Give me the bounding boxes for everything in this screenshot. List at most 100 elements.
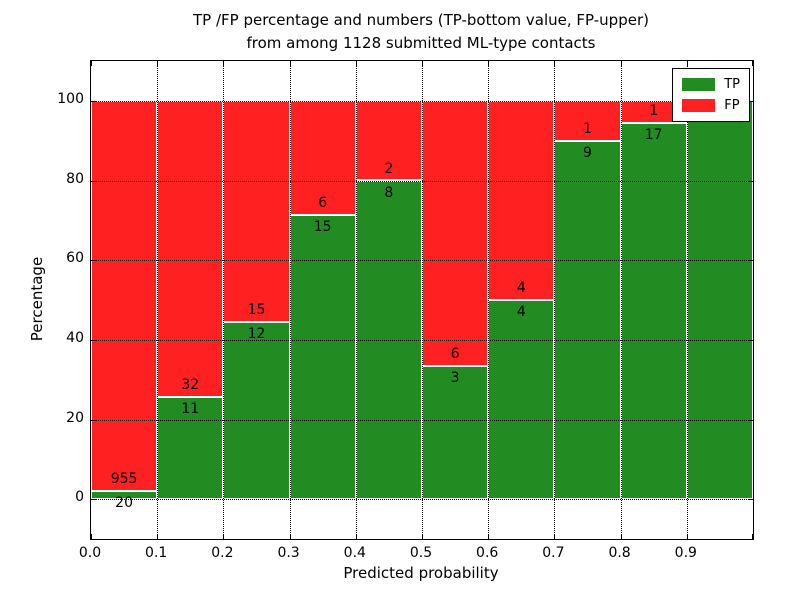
y-gridline: [91, 419, 753, 421]
fp-count-label: 32: [181, 377, 200, 394]
y-tick-label: 20: [66, 409, 84, 426]
fp-bar-segment: [554, 100, 621, 141]
x-axis-tick: [620, 61, 622, 66]
tp-count-label: 15: [313, 218, 332, 235]
plot-area: TP FP 9552032111512615286344191177: [90, 60, 754, 540]
tp-count-label: 11: [181, 401, 200, 418]
y-axis-tick: [91, 339, 96, 341]
x-tick-label: 0.3: [277, 545, 300, 561]
y-axis-tick: [91, 100, 96, 102]
x-tick-label: 0.2: [211, 545, 234, 561]
legend-row-tp: TP: [682, 74, 740, 95]
fp-bar-segment: [488, 100, 555, 300]
fp-bar-segment: [91, 100, 158, 491]
x-tick-label: 0.8: [608, 545, 631, 561]
y-gridline: [91, 499, 753, 501]
fp-count-label: 6: [450, 346, 460, 363]
legend-row-fp: FP: [682, 95, 740, 116]
y-axis-tick: [91, 260, 96, 262]
x-tick-label: 0.6: [476, 545, 499, 561]
tp-count-label: 17: [644, 126, 663, 143]
y-axis-tick: [91, 499, 96, 501]
x-gridline: [355, 61, 357, 539]
x-axis-tick: [157, 534, 159, 539]
x-tick-label: 0.4: [343, 545, 366, 561]
x-axis-tick: [289, 534, 291, 539]
y-tick-label: 100: [57, 90, 84, 107]
y-gridline: [91, 339, 753, 341]
fp-legend-label: FP: [724, 98, 740, 113]
y-axis-tick: [91, 419, 96, 421]
x-gridline: [223, 61, 225, 539]
tp-bar-segment: [422, 366, 489, 500]
x-axis-tick: [355, 534, 357, 539]
x-gridline: [157, 61, 159, 539]
fp-bar-segment: [422, 100, 489, 367]
tp-bar-segment: [488, 300, 555, 500]
x-axis-tick: [422, 61, 423, 66]
tp-bar-segment: [289, 214, 356, 500]
fp-legend-swatch: [682, 99, 716, 112]
tp-bar-segment: [223, 322, 290, 500]
x-gridline: [488, 61, 490, 539]
x-axis-tick: [752, 61, 753, 66]
x-axis-tick: [554, 61, 556, 66]
tp-legend-label: TP: [724, 77, 740, 92]
fp-count-label: 955: [110, 470, 138, 487]
x-axis-tick: [620, 534, 622, 539]
x-gridline: [422, 61, 423, 539]
y-axis-tick: [91, 180, 96, 182]
tp-bar-segment: [686, 100, 753, 500]
y-tick-label: 0: [75, 489, 84, 506]
fp-bar-segment: [157, 100, 224, 398]
x-axis-tick: [223, 534, 225, 539]
y-gridline: [91, 100, 753, 102]
x-gridline: [554, 61, 556, 539]
x-gridline: [620, 61, 622, 539]
x-axis-tick: [355, 61, 357, 66]
x-axis-tick: [223, 61, 225, 66]
y-axis-tick: [748, 260, 753, 262]
fp-count-label: 4: [516, 280, 526, 296]
y-axis-tick: [748, 180, 753, 182]
tp-count-label: 12: [247, 326, 266, 343]
tp-bar-segment: [91, 490, 158, 500]
tp-count-label: 3: [450, 370, 460, 387]
x-tick-label: 0.7: [542, 545, 565, 561]
y-axis-tick: [748, 499, 753, 501]
fp-count-label: 2: [384, 160, 394, 177]
fp-count-label: 6: [318, 194, 328, 211]
tp-bar-segment: [157, 397, 224, 500]
x-axis-tick: [289, 61, 291, 66]
y-axis-tick: [748, 339, 753, 341]
tp-legend-swatch: [682, 78, 716, 91]
fp-bar-segment: [289, 100, 356, 215]
x-gridline: [686, 61, 688, 539]
x-axis-tick: [422, 534, 423, 539]
tp-bar-segment: [554, 140, 621, 500]
tp-count-label: 20: [115, 494, 133, 511]
fp-count-label: 1: [583, 120, 592, 137]
chart-title: TP /FP percentage and numbers (TP-bottom…: [90, 9, 752, 55]
x-tick-label: 0.9: [674, 545, 697, 561]
x-axis-label: Predicted probability: [343, 564, 499, 582]
x-axis-tick: [488, 61, 490, 66]
y-tick-label: 40: [66, 329, 84, 346]
x-axis-tick: [686, 534, 688, 539]
x-axis-tick: [686, 61, 688, 66]
x-tick-label: 0.5: [409, 545, 433, 561]
y-gridline: [91, 180, 753, 182]
chart-title-line2: from among 1128 submitted ML-type contac…: [246, 34, 596, 52]
tp-bar-segment: [620, 122, 687, 500]
x-axis-tick: [554, 534, 556, 539]
tp-count-label: 8: [384, 184, 394, 201]
fp-count-label: 15: [247, 302, 266, 319]
tp-count-label: 9: [583, 144, 592, 161]
chart-title-line1: TP /FP percentage and numbers (TP-bottom…: [193, 11, 649, 29]
x-axis-tick: [752, 534, 753, 539]
x-axis-tick: [488, 534, 490, 539]
x-tick-label: 0.1: [145, 545, 168, 561]
fp-bar-segment: [223, 100, 290, 323]
x-axis-tick: [157, 61, 159, 66]
